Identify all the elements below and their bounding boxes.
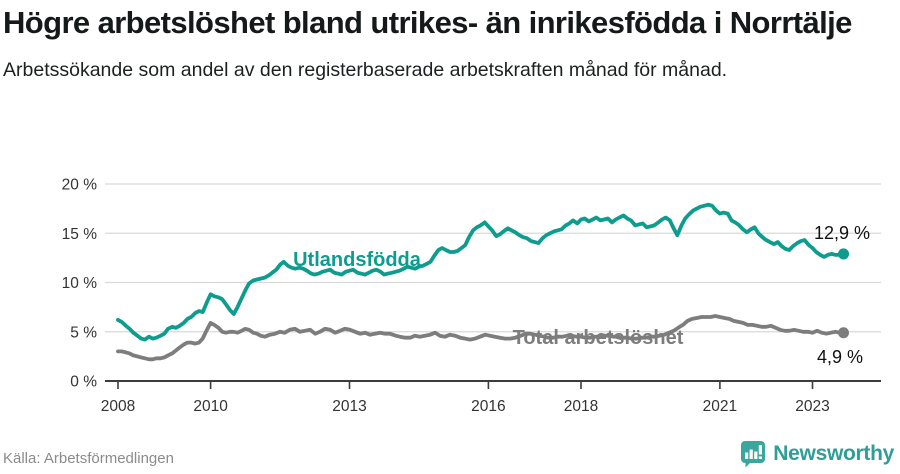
- total-line: [116, 314, 846, 362]
- chart-header: Högre arbetslöshet bland utrikes- än inr…: [3, 4, 897, 84]
- total-end-dot: [838, 327, 850, 339]
- total-end-value-label: 4,9 %: [817, 347, 863, 367]
- x-axis-label: 2008: [101, 398, 135, 415]
- utlandsfodda-series-label: Utlandsfödda: [293, 249, 422, 271]
- x-axis-label: 2016: [471, 398, 505, 415]
- utlandsfodda-end-dot: [838, 248, 850, 260]
- x-axis-label: 2023: [795, 398, 829, 415]
- total-series-label: Total arbetslöshet: [513, 327, 684, 349]
- source-note: Källa: Arbetsförmedlingen: [3, 450, 174, 467]
- brand-name: Newsworthy: [773, 442, 894, 465]
- chart-subtitle: Arbetssökande som andel av den registerb…: [3, 59, 728, 81]
- y-axis-label: 10 %: [62, 275, 98, 292]
- chart-title: Högre arbetslöshet bland utrikes- än inr…: [3, 5, 852, 40]
- utlandsfodda-line: [116, 202, 846, 342]
- x-axis-label: 2010: [193, 398, 228, 415]
- y-axis-label: 5 %: [70, 324, 97, 341]
- utlandsfodda-end-value-label: 12,9 %: [814, 223, 870, 243]
- x-axis-label: 2013: [332, 398, 366, 415]
- y-axis-label: 20 %: [62, 177, 98, 194]
- chart-footer: Källa: Arbetsförmedlingen Newsworthy: [0, 434, 900, 474]
- x-axis-label: 2021: [703, 398, 737, 415]
- y-axis-label: 0 %: [70, 374, 97, 391]
- line-chart-svg: 0 % 5 % 10 % 15 % 20 % 2008 2010 2013 2016 2018 20…: [62, 177, 881, 415]
- x-axis-label: 2018: [564, 398, 598, 415]
- newsworthy-bubble-chart-icon: [741, 441, 766, 468]
- y-axis-label: 15 %: [62, 226, 98, 243]
- line-chart: 0 % 5 % 10 % 15 % 20 % 2008 2010 2013 2016 2018 20…: [0, 165, 900, 465]
- newsworthy-logo[interactable]: Newsworthy: [740, 440, 894, 468]
